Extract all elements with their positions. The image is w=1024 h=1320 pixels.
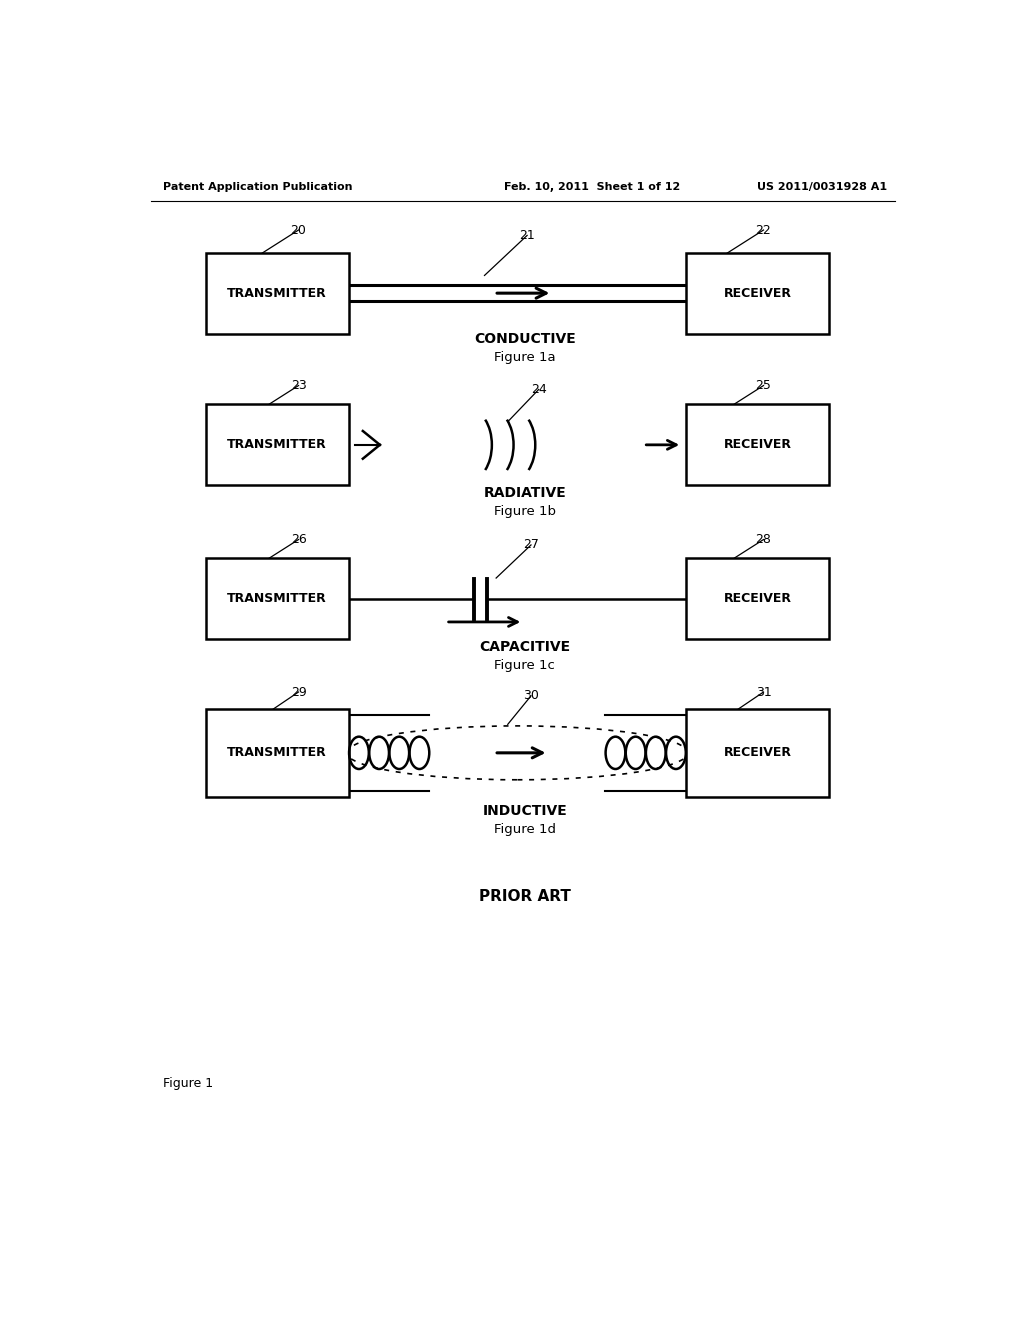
Text: Figure 1a: Figure 1a — [494, 351, 556, 363]
Text: 28: 28 — [756, 533, 771, 546]
Text: TRANSMITTER: TRANSMITTER — [227, 286, 327, 300]
Text: CAPACITIVE: CAPACITIVE — [479, 640, 570, 655]
Text: Figure 1c: Figure 1c — [495, 659, 555, 672]
Text: 22: 22 — [756, 223, 771, 236]
Text: US 2011/0031928 A1: US 2011/0031928 A1 — [758, 182, 888, 191]
Text: INDUCTIVE: INDUCTIVE — [482, 804, 567, 818]
Text: RECEIVER: RECEIVER — [724, 593, 792, 606]
Text: Patent Application Publication: Patent Application Publication — [163, 182, 352, 191]
Text: RECEIVER: RECEIVER — [724, 438, 792, 451]
Text: CONDUCTIVE: CONDUCTIVE — [474, 333, 575, 346]
Text: 27: 27 — [523, 539, 539, 552]
Text: TRANSMITTER: TRANSMITTER — [227, 593, 327, 606]
Text: 23: 23 — [291, 379, 306, 392]
Text: 26: 26 — [291, 533, 306, 546]
Text: 29: 29 — [291, 685, 306, 698]
Text: RECEIVER: RECEIVER — [724, 286, 792, 300]
Text: Figure 1d: Figure 1d — [494, 822, 556, 836]
Text: 25: 25 — [756, 379, 771, 392]
Bar — [686, 709, 829, 797]
Bar — [206, 558, 349, 639]
Text: 20: 20 — [291, 223, 306, 236]
Text: Figure 1: Figure 1 — [163, 1077, 213, 1090]
Text: Figure 1b: Figure 1b — [494, 504, 556, 517]
Bar — [686, 252, 829, 334]
Text: 30: 30 — [523, 689, 539, 702]
Bar — [686, 404, 829, 486]
Bar — [206, 252, 349, 334]
Text: RECEIVER: RECEIVER — [724, 746, 792, 759]
Text: Feb. 10, 2011  Sheet 1 of 12: Feb. 10, 2011 Sheet 1 of 12 — [504, 182, 680, 191]
Text: PRIOR ART: PRIOR ART — [479, 888, 570, 904]
Bar — [206, 404, 349, 486]
Bar — [686, 558, 829, 639]
Text: RADIATIVE: RADIATIVE — [483, 486, 566, 500]
Text: TRANSMITTER: TRANSMITTER — [227, 746, 327, 759]
Text: TRANSMITTER: TRANSMITTER — [227, 438, 327, 451]
Text: 31: 31 — [756, 685, 771, 698]
Text: 21: 21 — [519, 228, 535, 242]
Text: 24: 24 — [530, 383, 547, 396]
Bar — [206, 709, 349, 797]
